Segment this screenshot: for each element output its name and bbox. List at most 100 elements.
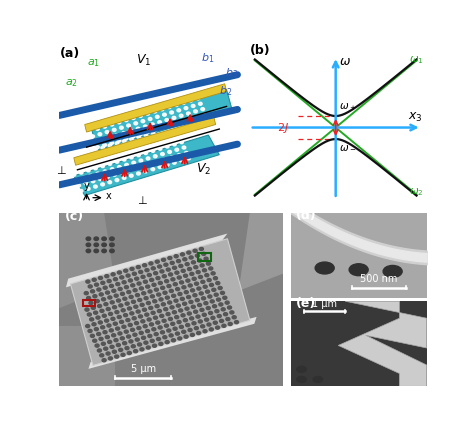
Text: $\bot$: $\bot$ (135, 194, 147, 206)
Bar (59, 326, 115, 386)
Circle shape (94, 148, 97, 151)
Circle shape (182, 286, 186, 289)
Circle shape (181, 269, 185, 273)
Circle shape (145, 313, 149, 316)
Polygon shape (66, 233, 228, 287)
Circle shape (148, 118, 152, 121)
Circle shape (154, 136, 157, 139)
Circle shape (230, 311, 234, 314)
Circle shape (109, 249, 114, 253)
Circle shape (167, 284, 171, 288)
Circle shape (191, 305, 195, 309)
Circle shape (151, 149, 155, 152)
Circle shape (93, 311, 98, 314)
Circle shape (86, 280, 90, 283)
Circle shape (173, 161, 176, 164)
Circle shape (175, 148, 179, 151)
Circle shape (155, 288, 158, 291)
Circle shape (133, 289, 137, 292)
Circle shape (91, 334, 94, 337)
Circle shape (193, 310, 198, 313)
Circle shape (144, 133, 147, 136)
Circle shape (109, 357, 112, 360)
Circle shape (146, 346, 150, 349)
Text: $2J$: $2J$ (277, 121, 289, 135)
Circle shape (187, 112, 190, 115)
Circle shape (112, 306, 117, 309)
Circle shape (162, 275, 166, 278)
Circle shape (121, 353, 125, 356)
Circle shape (190, 317, 194, 320)
Circle shape (228, 306, 231, 309)
Circle shape (95, 344, 99, 347)
Circle shape (150, 295, 155, 298)
Circle shape (167, 124, 171, 127)
Circle shape (182, 330, 186, 333)
Circle shape (108, 136, 111, 139)
Circle shape (139, 270, 143, 273)
Circle shape (107, 324, 111, 327)
Circle shape (177, 320, 181, 324)
Circle shape (201, 280, 205, 283)
Circle shape (165, 296, 169, 299)
Circle shape (157, 309, 162, 312)
Circle shape (102, 358, 106, 362)
Circle shape (202, 252, 206, 255)
Circle shape (163, 158, 167, 161)
Circle shape (107, 279, 111, 283)
Circle shape (144, 296, 148, 300)
Circle shape (195, 254, 200, 257)
Circle shape (206, 306, 210, 309)
Circle shape (92, 323, 96, 326)
Circle shape (72, 173, 76, 176)
Circle shape (189, 256, 193, 259)
Circle shape (128, 279, 132, 282)
Circle shape (123, 342, 127, 345)
Circle shape (179, 326, 183, 329)
Circle shape (156, 142, 160, 145)
Circle shape (146, 131, 149, 133)
Circle shape (106, 157, 109, 160)
Circle shape (187, 157, 191, 160)
Circle shape (102, 314, 106, 317)
Circle shape (124, 118, 128, 122)
Circle shape (118, 287, 122, 290)
Circle shape (191, 261, 195, 264)
Circle shape (208, 295, 212, 298)
Circle shape (198, 259, 202, 262)
Circle shape (174, 103, 178, 106)
Circle shape (177, 135, 181, 138)
Circle shape (139, 159, 143, 162)
Circle shape (214, 293, 218, 296)
Circle shape (315, 262, 334, 274)
Circle shape (103, 125, 107, 128)
Circle shape (110, 301, 114, 304)
Circle shape (155, 260, 159, 263)
Circle shape (175, 288, 180, 291)
Circle shape (144, 125, 147, 128)
Circle shape (151, 123, 155, 126)
Circle shape (198, 320, 202, 323)
Circle shape (205, 273, 209, 277)
Circle shape (119, 304, 123, 307)
Circle shape (180, 159, 183, 162)
Text: $b_3$: $b_3$ (225, 66, 238, 80)
Circle shape (99, 293, 103, 296)
Circle shape (131, 300, 136, 303)
Circle shape (146, 157, 150, 160)
Circle shape (108, 296, 112, 299)
Circle shape (213, 277, 218, 280)
Text: $V_1$: $V_1$ (136, 53, 151, 68)
Circle shape (138, 315, 143, 318)
Circle shape (201, 108, 204, 111)
Circle shape (137, 127, 140, 130)
Circle shape (118, 349, 123, 352)
Circle shape (86, 169, 90, 172)
Circle shape (143, 325, 147, 328)
Circle shape (91, 180, 95, 183)
Text: 500 nm: 500 nm (360, 273, 398, 284)
Circle shape (87, 313, 91, 316)
Circle shape (100, 309, 104, 312)
Circle shape (120, 292, 125, 296)
Circle shape (143, 264, 146, 267)
